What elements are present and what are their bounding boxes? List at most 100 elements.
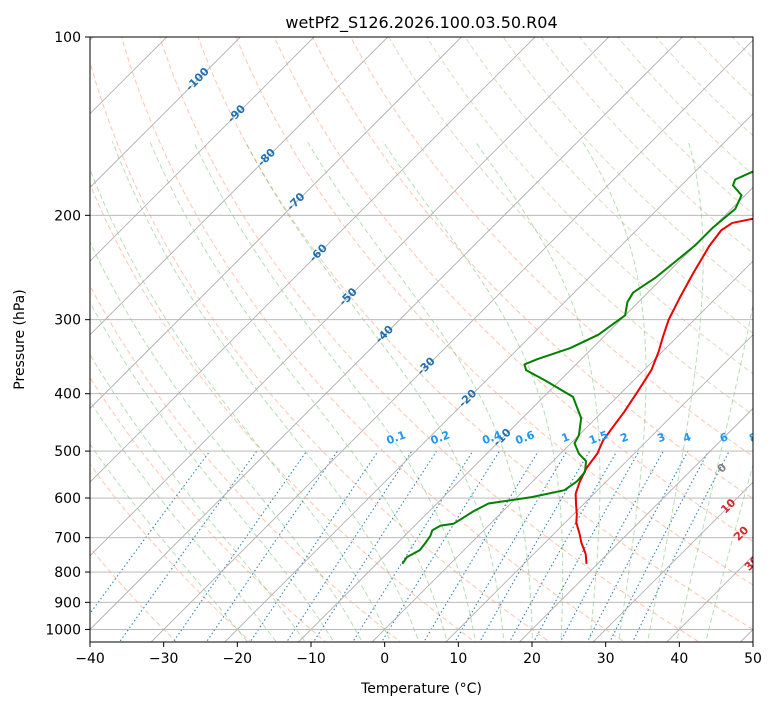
isotherm-line <box>518 407 753 642</box>
mixing-ratio-label: 0.1 <box>385 428 408 447</box>
dry-adiabat <box>311 37 753 500</box>
mixing-ratio-line <box>423 450 539 642</box>
plot-frame <box>89 36 754 643</box>
x-axis-label: Temperature (°C) <box>360 681 482 697</box>
mixing-ratio-line <box>533 450 640 642</box>
pressure-gridlines <box>90 37 753 630</box>
moist-adiabat <box>306 141 533 642</box>
dry-adiabat <box>388 37 753 416</box>
mixing-ratio-label: 0.6 <box>514 428 537 447</box>
moist-adiabat <box>90 353 306 642</box>
y-tick-label: 300 <box>54 313 81 329</box>
mixing-ratio-line <box>205 450 338 642</box>
dry-adiabat <box>502 37 753 294</box>
isotherm-line <box>90 37 242 189</box>
x-tick-label: 0 <box>380 651 389 667</box>
dry-adiabat <box>159 37 701 642</box>
moist-adiabat <box>647 141 704 642</box>
moist-adiabat <box>382 141 564 642</box>
chart-title: wetPf2_S126.2026.100.03.50.R04 <box>285 13 557 33</box>
x-tick-label: 10 <box>449 651 467 667</box>
mixing-ratio-label: 8 <box>748 430 760 445</box>
moist-adiabat <box>90 240 363 642</box>
y-axis: 1000 900 800 700 600 500 400 300 200 100 <box>45 30 90 638</box>
dewpoint-profile <box>401 170 753 565</box>
x-tick-label: −40 <box>75 651 105 667</box>
x-tick-label: 50 <box>744 651 762 667</box>
dry-adiabat <box>578 37 753 215</box>
isotherm-line <box>90 37 315 262</box>
moist-adiabat <box>193 141 477 642</box>
moist-adiabat <box>244 141 505 642</box>
x-tick-label: −20 <box>223 651 253 667</box>
dry-adiabat <box>90 284 402 642</box>
mixing-ratio-line <box>454 450 568 642</box>
x-tick-label: 20 <box>523 651 541 667</box>
isotherm-line <box>90 37 389 336</box>
isotherm-line <box>592 481 753 642</box>
x-tick-label: −30 <box>149 651 179 667</box>
moist-adiabat <box>581 141 647 642</box>
temperature-profile <box>574 217 753 564</box>
x-tick-label: −10 <box>296 651 326 667</box>
mixing-ratio-line <box>479 450 591 642</box>
dry-adiabat <box>90 182 476 642</box>
mixing-ratio-lines <box>90 450 730 642</box>
moist-adiabat-label: 30 <box>742 553 762 573</box>
isotherm-line <box>90 37 463 410</box>
y-tick-label: 500 <box>54 444 81 460</box>
dry-adiabat <box>426 37 753 375</box>
moist-adiabat <box>474 141 601 642</box>
mixing-ratio-label: 2 <box>619 430 631 445</box>
y-tick-label: 100 <box>54 30 81 46</box>
y-tick-label: 700 <box>54 531 81 547</box>
moist-adiabat <box>676 302 753 642</box>
dry-adiabat <box>655 37 753 137</box>
mixing-ratio-line <box>631 450 730 642</box>
dry-adiabat <box>197 37 753 631</box>
y-tick-label: 900 <box>54 595 81 611</box>
mixing-ratio-label: 6 <box>718 430 730 445</box>
dry-adiabat <box>273 37 753 543</box>
moist-adiabat <box>705 463 753 642</box>
dry-adiabat <box>540 37 753 254</box>
isotherm-line <box>150 39 753 642</box>
mixing-ratio-line <box>249 450 379 642</box>
y-tick-label: 1000 <box>45 622 81 638</box>
x-axis: −40 −30 −20 −10 0 10 20 30 40 50 <box>75 642 762 667</box>
mixing-ratio-line <box>172 450 308 642</box>
isotherms <box>90 37 753 642</box>
y-axis-label: Pressure (hPa) <box>12 289 28 389</box>
moist-adiabats <box>90 141 753 642</box>
isotherm-line <box>445 334 753 642</box>
dry-adiabat <box>350 37 753 457</box>
mixing-ratio-label: 4 <box>681 430 693 445</box>
dry-adiabats <box>90 37 753 642</box>
x-tick-label: 40 <box>670 651 688 667</box>
isotherm-line <box>371 260 753 642</box>
isotherm-line <box>224 113 753 642</box>
mixing-ratio-label: 0.4 <box>480 428 503 447</box>
moist-adiabat <box>111 141 420 642</box>
isotherm-line <box>90 37 610 557</box>
y-tick-label: 600 <box>54 491 81 507</box>
moist-adiabat <box>149 141 448 642</box>
isotherm-line <box>297 186 753 642</box>
mixing-ratio-label: 1.5 <box>587 428 610 447</box>
mixing-ratio-line <box>312 450 438 642</box>
mixing-ratio-label: 3 <box>655 430 667 445</box>
dry-adiabat <box>235 37 753 586</box>
isotherm-line <box>90 37 536 483</box>
profiles <box>401 170 753 565</box>
dry-adiabat <box>464 37 753 334</box>
y-tick-label: 400 <box>54 387 81 403</box>
mixing-ratio-label: 1 <box>560 430 572 445</box>
dry-adiabat <box>90 376 327 642</box>
dry-adiabat <box>121 37 626 642</box>
isotherm-line <box>90 37 684 631</box>
mixing-ratio-line <box>118 450 258 642</box>
moist-adiabat <box>90 167 392 642</box>
mixing-ratio-label: 0.2 <box>429 428 452 447</box>
dry-adiabat <box>90 60 551 642</box>
